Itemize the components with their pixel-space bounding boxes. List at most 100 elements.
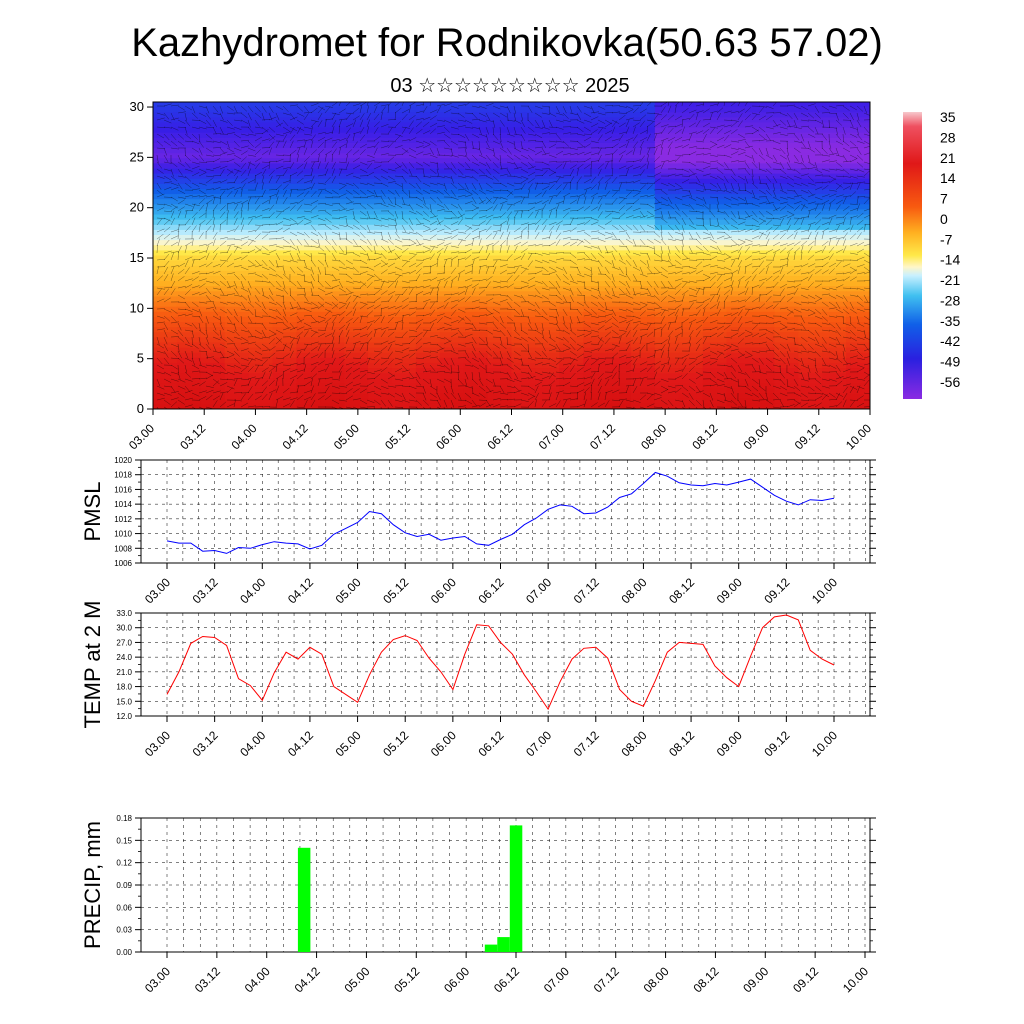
heatmap-cell <box>320 393 345 400</box>
wind-barb <box>352 119 357 128</box>
wind-barb <box>604 337 611 345</box>
wind-barb <box>590 372 596 380</box>
wind-barb <box>198 263 207 268</box>
wind-barb <box>422 238 431 241</box>
wind-barb <box>345 172 354 177</box>
heatmap-cell <box>224 183 250 190</box>
heatmap-cell <box>415 352 441 359</box>
wind-barb <box>226 272 235 275</box>
heatmap-cell <box>439 373 465 379</box>
wind-barb <box>422 350 431 353</box>
wind-barb <box>352 157 360 163</box>
wind-barb <box>520 183 526 191</box>
heatmap-cell <box>798 204 823 211</box>
wind-barb <box>303 390 312 394</box>
wind-barb <box>163 329 168 338</box>
wind-barb <box>429 266 432 275</box>
heatmap-cell <box>607 332 632 338</box>
wind-barb <box>366 210 371 219</box>
wind-barb <box>513 241 522 247</box>
wind-barb <box>583 368 592 373</box>
wind-barb <box>275 158 284 163</box>
heatmap-cell <box>631 245 656 251</box>
wind-barb <box>317 266 322 275</box>
wind-barb <box>331 153 333 163</box>
wind-barb <box>443 336 451 342</box>
wind-barb <box>660 238 667 246</box>
wind-barb <box>639 287 648 290</box>
wind-barb <box>163 210 173 212</box>
wind-barb <box>534 140 544 142</box>
wind-barb <box>415 182 421 190</box>
heatmap-cell <box>344 209 369 216</box>
wind-barb <box>569 287 574 296</box>
wind-barb <box>646 154 649 163</box>
wind-barb <box>254 315 263 318</box>
heatmap-cell <box>368 306 393 313</box>
wind-barb <box>184 284 193 289</box>
wind-barb <box>163 322 169 331</box>
wind-barb <box>597 360 606 366</box>
wind-barb <box>429 245 438 248</box>
heatmap-cell <box>153 270 178 277</box>
wind-barb <box>562 175 572 177</box>
wind-barb <box>506 154 514 161</box>
wind-barb <box>345 310 353 317</box>
heatmap-cell <box>415 173 441 180</box>
heatmap-cell <box>368 316 393 323</box>
wind-barb <box>240 301 246 309</box>
heatmap-cell <box>511 265 536 272</box>
wind-barb <box>233 238 242 241</box>
wind-barb <box>233 294 242 297</box>
heatmap-cell <box>463 158 489 164</box>
wind-barb <box>233 225 239 233</box>
wind-barb <box>303 399 308 408</box>
heatmap-cell <box>272 204 297 211</box>
wind-barb <box>541 244 551 247</box>
wind-barb <box>478 147 483 156</box>
wind-barb <box>576 176 582 184</box>
wind-barb <box>205 252 210 261</box>
wind-barb <box>464 296 471 303</box>
wind-barb <box>156 168 164 174</box>
wind-barb <box>387 374 396 380</box>
wind-barb <box>422 272 431 275</box>
heatmap-cell <box>559 163 584 170</box>
wind-barb <box>254 329 263 335</box>
wind-barb <box>436 293 438 303</box>
wind-barb <box>359 293 368 296</box>
wind-barb <box>345 149 352 156</box>
heatmap-cell <box>678 332 704 338</box>
heatmap-cell <box>607 368 632 374</box>
wind-barb <box>338 329 344 338</box>
heatmap-cell <box>439 127 465 134</box>
wind-barb <box>534 329 542 335</box>
wind-barb <box>583 376 592 380</box>
wind-barb <box>233 169 240 177</box>
heatmap-cell <box>726 306 752 313</box>
wind-barb <box>541 343 546 352</box>
wind-barb <box>443 210 453 212</box>
heatmap-cell <box>368 107 393 113</box>
wind-barb <box>163 399 171 405</box>
wind-barb <box>492 350 498 358</box>
wind-barb <box>184 259 189 268</box>
wind-barb <box>604 400 610 408</box>
wind-barb <box>338 304 346 310</box>
heatmap-cell <box>535 373 560 379</box>
wind-barb <box>457 269 466 275</box>
heatmap-cell <box>822 398 847 405</box>
wind-barb <box>261 280 270 283</box>
heatmap-cell <box>248 142 274 149</box>
wind-barb <box>289 400 295 408</box>
wind-barb <box>478 228 487 233</box>
wind-barb <box>373 189 378 198</box>
heatmap-cell <box>822 337 847 344</box>
wind-barb <box>450 304 458 310</box>
wind-barb <box>345 112 354 115</box>
wind-barb <box>527 211 534 219</box>
wind-barb <box>597 259 603 267</box>
heatmap-cell <box>463 117 489 124</box>
wind-barb <box>443 154 452 157</box>
